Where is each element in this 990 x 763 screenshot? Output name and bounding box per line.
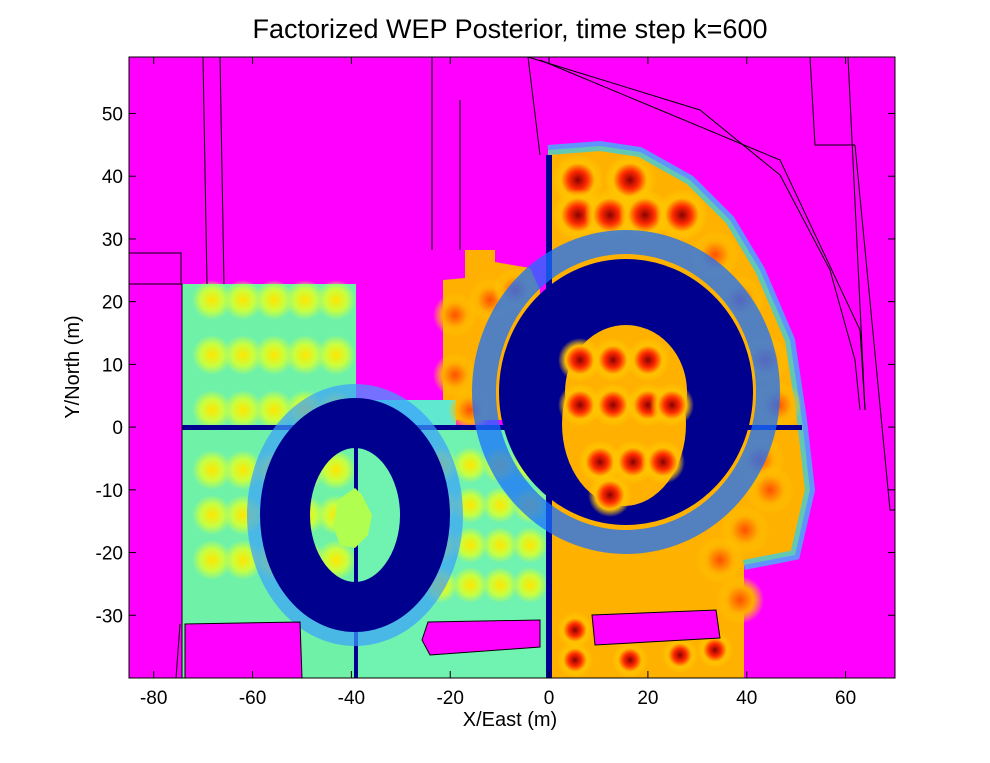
x-axis-ticks: -80 -60 -40 -20 0 20 40 60 — [140, 57, 856, 709]
x-axis-label: X/East (m) — [463, 709, 557, 731]
inner-hot-spot — [558, 338, 602, 382]
heatmap-plot-area — [129, 57, 895, 678]
probability-spot — [619, 189, 671, 241]
probability-spot — [192, 495, 232, 535]
probability-spot — [557, 612, 593, 648]
wall-line-left — [354, 420, 358, 678]
building-outlines — [129, 57, 895, 678]
inner-hot-spot — [558, 383, 602, 427]
axes-frame — [128, 56, 896, 679]
y-tick-label: -10 — [96, 481, 123, 502]
probability-spot — [192, 540, 232, 580]
y-axis-label: Y/North (m) — [62, 315, 84, 418]
inner-hot-spot — [578, 440, 622, 484]
inner-hot-spot — [591, 383, 635, 427]
probability-spot — [254, 335, 294, 375]
probability-spot — [512, 527, 548, 563]
right-ring-glow — [472, 230, 780, 554]
probability-spot — [452, 447, 488, 483]
obstacle-bottom-center — [421, 619, 541, 656]
probability-spot — [452, 567, 488, 603]
probability-spot — [433, 293, 477, 337]
probability-spot — [746, 466, 794, 514]
y-tick-label: 30 — [102, 230, 123, 251]
y-tick-label: -30 — [96, 606, 123, 627]
inner-hot-spot — [591, 338, 635, 382]
probability-spot — [512, 567, 548, 603]
probability-spot — [656, 189, 708, 241]
probability-spot — [612, 642, 648, 678]
probability-spot — [285, 280, 325, 320]
probability-spot — [192, 390, 232, 430]
y-tick-label: 40 — [102, 167, 123, 188]
chart-title: Factorized WEP Posterior, time step k=60… — [253, 14, 768, 44]
x-tick-label: 0 — [544, 688, 555, 709]
probability-spot — [192, 280, 232, 320]
probability-spot — [697, 632, 733, 668]
x-tick-label: -60 — [239, 688, 266, 709]
probability-spot — [662, 637, 698, 673]
y-tick-label: 0 — [112, 418, 123, 439]
left-ring — [260, 398, 450, 632]
obstacle-bottom-left — [184, 621, 303, 678]
probability-spot — [557, 642, 593, 678]
probability-spot — [316, 335, 356, 375]
y-tick-label: 10 — [102, 355, 123, 376]
inner-hot-spot — [626, 338, 670, 382]
probability-spot — [285, 335, 325, 375]
probability-spot — [223, 390, 263, 430]
x-tick-label: -80 — [140, 688, 167, 709]
obstacle-bottom-right — [591, 609, 721, 646]
x-tick-label: 40 — [736, 688, 757, 709]
probability-spot — [223, 335, 263, 375]
left-ring-inner — [333, 488, 372, 548]
probability-spot — [433, 353, 477, 397]
inner-hot-spot — [650, 383, 694, 427]
x-tick-label: 20 — [637, 688, 658, 709]
probability-spot — [716, 576, 764, 624]
y-tick-label: -20 — [96, 544, 123, 565]
probability-spot — [482, 567, 518, 603]
right-ring-inner-spots — [558, 338, 694, 517]
probability-spot — [696, 536, 744, 584]
probability-spot — [482, 527, 518, 563]
probability-spot — [192, 335, 232, 375]
y-axis-ticks: -30 -20 -10 0 10 20 30 40 50 — [96, 104, 895, 627]
probability-spot — [254, 280, 294, 320]
inner-hot-spot — [588, 473, 632, 517]
probability-spot — [223, 280, 263, 320]
probability-spot — [316, 280, 356, 320]
x-tick-label: 60 — [835, 688, 856, 709]
y-tick-label: 50 — [102, 104, 123, 125]
x-tick-label: -20 — [436, 688, 463, 709]
x-tick-label: -40 — [338, 688, 365, 709]
y-tick-label: 20 — [102, 293, 123, 314]
probability-spot — [192, 450, 232, 490]
right-region-edge — [547, 140, 816, 570]
inner-hot-spot — [641, 440, 685, 484]
